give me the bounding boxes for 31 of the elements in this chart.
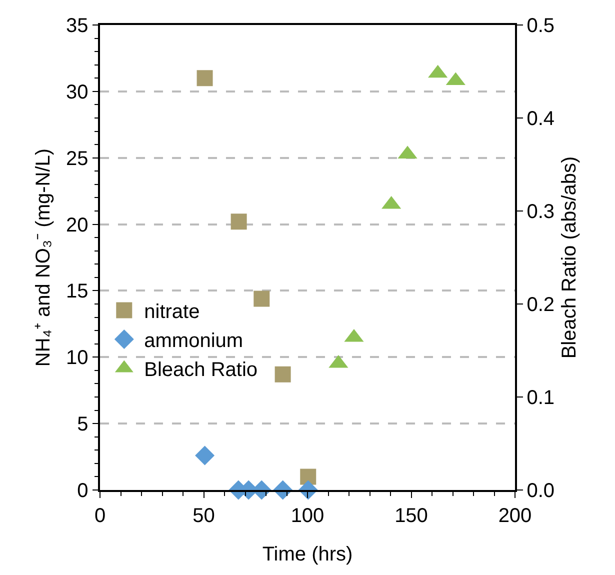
point xyxy=(300,468,316,485)
x-axis-title: Time (hrs) xyxy=(262,544,353,566)
point xyxy=(196,70,213,86)
legend-label: ammonium xyxy=(144,330,244,352)
y-tick-label: 0 xyxy=(77,480,88,502)
y-tick-label: 30 xyxy=(66,81,88,104)
point xyxy=(195,446,215,466)
y-tick-label: 35 xyxy=(66,15,88,37)
x-tick-label: 100 xyxy=(290,504,324,527)
y2-tick-label: 0.0 xyxy=(526,480,555,502)
y-tick-label: 5 xyxy=(77,414,88,436)
x-tick-label: 50 xyxy=(192,504,215,527)
y-tick-label: 20 xyxy=(66,214,88,236)
y2-tick-label: 0.2 xyxy=(526,294,555,316)
y-tick-label: 25 xyxy=(66,148,88,170)
x-tick-label: 150 xyxy=(394,504,428,527)
point xyxy=(230,214,247,230)
y2-tick-label: 0.5 xyxy=(526,15,555,37)
legend-label: Bleach Ratio xyxy=(144,359,258,381)
point xyxy=(254,290,270,307)
y2-axis-title: Bleach Ratio (abs/abs) xyxy=(558,156,580,359)
point xyxy=(274,366,291,382)
y-axis-title: NH₄⁺ and NO₃⁻ (mg-N/L) xyxy=(32,148,54,367)
y2-tick-label: 0.3 xyxy=(526,201,555,223)
y2-tick-label: 0.4 xyxy=(526,108,555,130)
y-tick-label: 15 xyxy=(66,280,88,303)
x-tick-label: 0 xyxy=(94,504,106,527)
y2-tick-label: 0.1 xyxy=(526,387,555,409)
x-tick-label: 200 xyxy=(498,504,532,527)
y-tick-label: 10 xyxy=(66,347,88,370)
legend-label: nitrate xyxy=(144,301,200,323)
